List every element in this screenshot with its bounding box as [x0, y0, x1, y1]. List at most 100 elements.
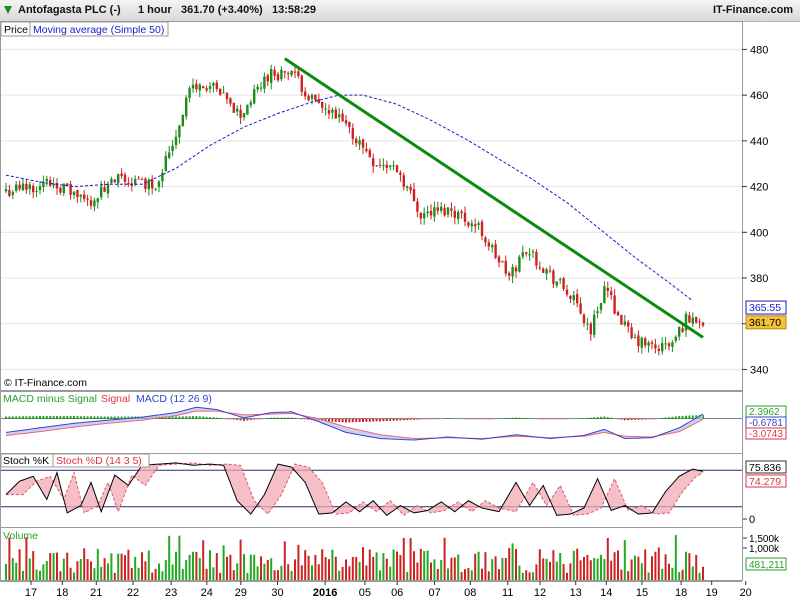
candle-body — [266, 75, 269, 82]
macd-histogram-bar — [423, 418, 426, 420]
macd-histogram-bar — [324, 418, 327, 422]
macd-histogram-bar — [484, 418, 487, 420]
macd-histogram-bar — [334, 418, 337, 422]
macd-histogram-bar — [171, 416, 174, 419]
stoch-zero-label: 0 — [749, 514, 755, 526]
trendline[interactable] — [283, 57, 704, 339]
macd-histogram-bar — [192, 416, 194, 419]
time-tick-label: 19 — [706, 587, 718, 599]
time-tick-label: 07 — [428, 587, 440, 599]
macd-histogram-bar — [256, 418, 259, 420]
legend-price-label: Price — [4, 24, 28, 36]
legend-ma-box[interactable]: Moving average (Simple 50) — [29, 21, 169, 37]
candle-body — [174, 136, 178, 146]
candle-body — [123, 174, 127, 182]
time-tick-label: 23 — [165, 587, 177, 599]
macd-histogram-bar — [436, 418, 439, 420]
moving-average-line[interactable] — [5, 94, 694, 302]
volume-bar — [620, 569, 623, 580]
macd-signal-line[interactable] — [5, 410, 704, 440]
candle-body — [406, 186, 409, 188]
macd-histogram-bar — [603, 416, 606, 419]
price-panel[interactable] — [0, 21, 743, 391]
macd-histogram-bar — [219, 418, 222, 419]
candle-body — [195, 83, 198, 90]
macd-histogram-bar — [494, 418, 497, 420]
volume-bar — [28, 558, 31, 580]
macd-histogram-bar — [477, 418, 480, 420]
macd-histogram-bar — [426, 418, 429, 420]
volume-bar — [246, 572, 249, 580]
volume-bar — [416, 562, 419, 580]
candle-body — [59, 187, 62, 193]
macd-histogram-bar — [283, 417, 286, 419]
volume-bar — [137, 567, 140, 580]
candle-body — [32, 185, 35, 193]
candle-body — [314, 94, 317, 101]
candle-body — [565, 289, 569, 295]
candle-body — [429, 210, 433, 216]
volume-bar — [317, 564, 320, 580]
stoch-k-line[interactable] — [5, 462, 704, 516]
stoch-d-line[interactable] — [6, 462, 704, 516]
volume-bar — [521, 572, 524, 580]
volume-bar — [195, 551, 198, 580]
candle-body — [395, 165, 399, 173]
macd-value-tag-1: 2.3962 — [745, 405, 787, 418]
macd-histogram-bar — [661, 418, 664, 419]
candle-body — [287, 73, 290, 75]
triangle-menu-icon[interactable] — [4, 6, 12, 14]
macd-histogram-bar — [185, 416, 188, 419]
volume-bar — [634, 555, 636, 580]
candle-body — [497, 256, 501, 263]
candle-body — [49, 179, 52, 186]
candle-body — [691, 317, 694, 324]
macd-histogram-bar — [5, 416, 7, 419]
candle-body — [181, 114, 184, 127]
candle-body — [66, 183, 69, 186]
macd-line[interactable] — [5, 406, 704, 441]
candle-body — [531, 251, 535, 253]
candle-body — [304, 91, 307, 97]
candle-body — [113, 179, 116, 183]
volume-bar — [345, 559, 347, 580]
volume-bar — [229, 554, 232, 580]
price-axis: 340 380 400 420 440 460 480 — [742, 44, 768, 376]
candle-body — [273, 69, 276, 76]
legend-stoch-k-box[interactable]: Stoch %K — [0, 453, 54, 468]
macd-histogram-bar — [538, 418, 541, 420]
macd-histogram-bar — [586, 417, 589, 419]
legend-stoch-k: Stoch %K — [3, 455, 49, 467]
price-tick-label: 380 — [750, 273, 768, 285]
volume-bar — [501, 557, 504, 580]
volume-bar — [147, 550, 150, 580]
stoch-k-value: 75.836 — [749, 462, 781, 474]
candle-body — [100, 186, 103, 198]
candle-body — [555, 281, 558, 286]
candle-body — [157, 181, 161, 187]
interval-label[interactable]: 1 hour — [138, 4, 172, 16]
volume-bar — [637, 556, 640, 580]
macd-histogram-bar — [25, 416, 28, 419]
volume-bar — [433, 559, 436, 580]
macd-histogram-bar — [345, 418, 347, 423]
candle-body — [681, 328, 684, 332]
stoch-value-tag-2: 74.279 — [745, 474, 787, 488]
candle-body — [205, 88, 208, 91]
candle-body — [351, 128, 354, 139]
volume-bar — [549, 561, 551, 580]
time-tick-label: 21 — [90, 587, 102, 599]
macd-histogram-bar — [15, 416, 18, 419]
legend-stoch-d-box[interactable]: Stoch %D (14 3 5) — [52, 453, 150, 468]
volume-bar — [226, 556, 228, 580]
macd-histogram-bar — [365, 418, 368, 422]
macd-histogram-bar — [657, 418, 660, 420]
macd-histogram-bar — [215, 417, 218, 419]
candle-body — [593, 314, 596, 335]
legend-price-box[interactable]: Price — [0, 21, 31, 37]
macd-histogram-bar — [260, 418, 262, 420]
volume-bar — [511, 543, 514, 580]
volume-bar — [338, 570, 341, 580]
candle-body — [450, 208, 453, 211]
